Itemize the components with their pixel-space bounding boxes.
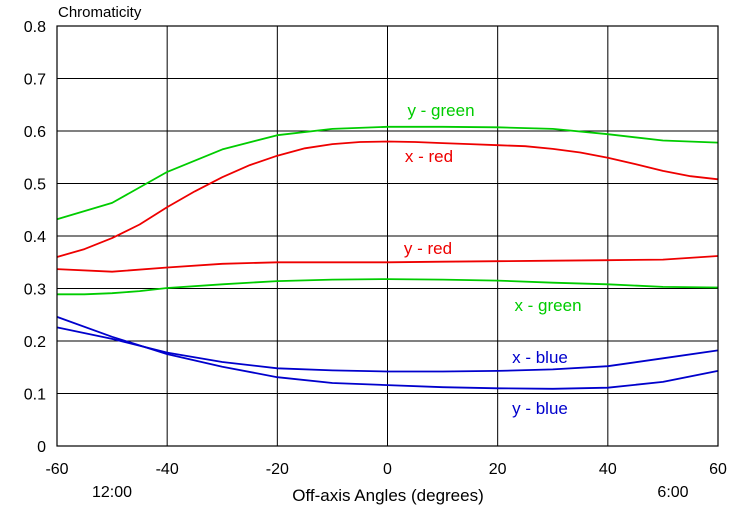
y-tick-label: 0.7 [24,72,46,89]
y-tick-label: 0.3 [24,282,46,299]
series-line-xgreen [57,278,719,296]
series-label: y - red [404,239,452,258]
x-tick-label: -60 [45,461,68,478]
series-line-xred [56,140,719,258]
y-tick-label: 0 [37,439,46,456]
x-tick-label: 0 [383,461,392,478]
series-label: x - red [405,147,453,166]
y-tick-label: 0.5 [24,177,46,194]
x-tick-label: 20 [489,461,507,478]
series-line-yblue [56,316,719,390]
series-label: x - blue [512,348,568,367]
series-labels: y - green x - red y - red x - green x - blue… [404,101,582,418]
clock-label-right: 6:00 [657,484,688,501]
tick-labels: -60 -40 -20 0 20 40 60 0 0.1 0.2 0.3 0.4 0.5 0.6 0.7 0.… [24,19,727,478]
y-tick-label: 0.1 [24,387,46,404]
series-label: x - green [514,296,581,315]
y-tick-label: 0.2 [24,334,46,351]
series-line-yred [56,255,719,273]
series-line-xblue [56,326,719,373]
clock-label-left: 12:00 [92,484,132,501]
y-tick-label: 0.4 [24,229,46,246]
y-tick-label: 0.8 [24,19,46,36]
x-tick-label: -20 [266,461,289,478]
grid [56,25,719,447]
y-axis-title: Chromaticity [58,4,142,21]
plot-frame [56,25,719,447]
series-line-ygreen [56,125,719,221]
series-lines [56,125,719,390]
x-tick-label: 60 [709,461,727,478]
x-tick-label: 40 [599,461,617,478]
x-axis-title: Off-axis Angles (degrees) [292,486,484,505]
series-label: y - blue [512,399,568,418]
x-tick-label: -40 [156,461,179,478]
series-label: y - green [407,101,474,120]
y-tick-label: 0.6 [24,124,46,141]
